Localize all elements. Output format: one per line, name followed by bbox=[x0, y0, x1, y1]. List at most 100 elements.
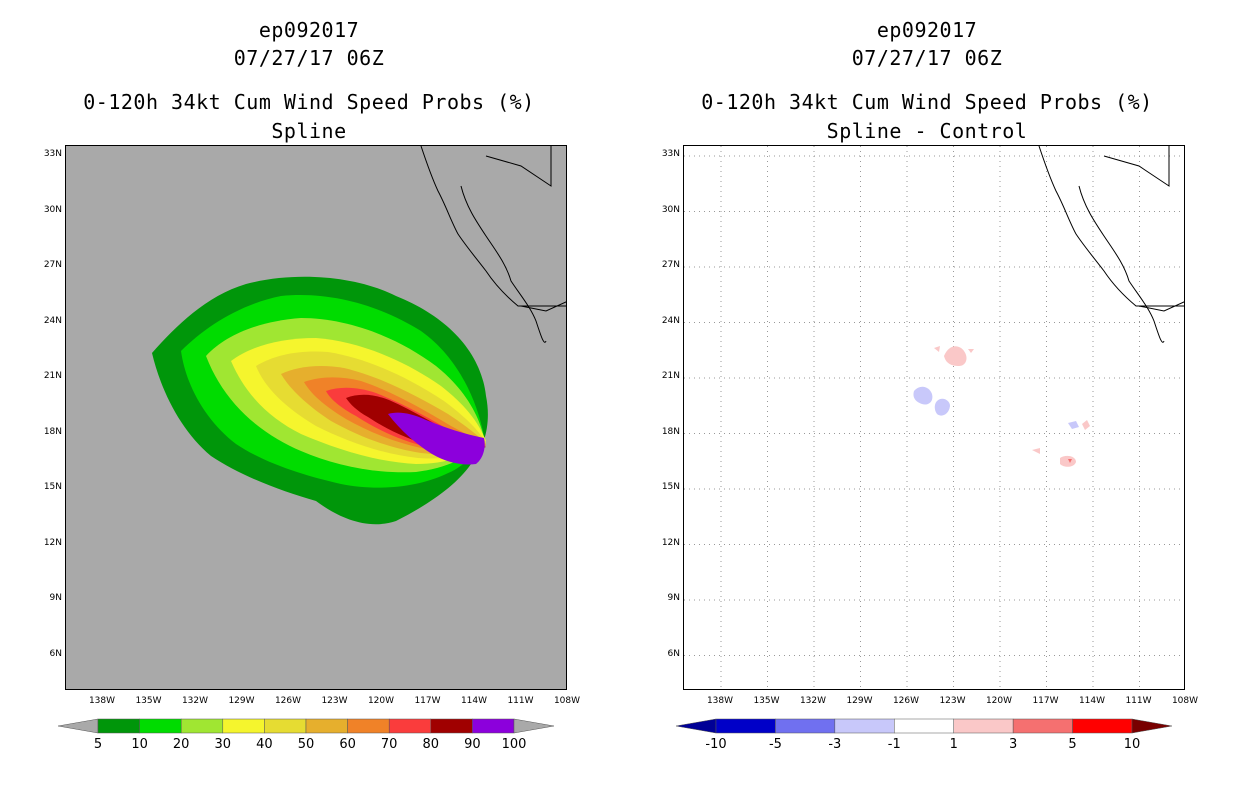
left-lat-label: 6N bbox=[49, 648, 62, 659]
right-lat-label: 21N bbox=[661, 371, 680, 381]
left-colorbar-swatch bbox=[139, 718, 182, 734]
right-lon-label: 135W bbox=[753, 696, 780, 706]
left-storm-id: ep092017 bbox=[258, 18, 360, 42]
left-lon-label: 108W bbox=[553, 696, 581, 706]
right-colorbar-swatch bbox=[1012, 718, 1073, 734]
left-panel: ep092017 07/27/17 06Z 0-120h 34kt Cum Wi… bbox=[43, 18, 581, 752]
left-colorbar-label: 100 bbox=[501, 737, 527, 752]
left-product-title: 0-120h 34kt Cum Wind Speed Probs (%) bbox=[83, 90, 535, 114]
left-colorbar-swatch bbox=[430, 718, 473, 734]
right-colorbar-swatch bbox=[775, 718, 836, 734]
left-colorbar-swatch bbox=[264, 718, 307, 734]
left-colorbar-swatch bbox=[388, 718, 432, 734]
right-colorbar-label: -5 bbox=[768, 737, 782, 752]
right-colorbar-label: 5 bbox=[1068, 737, 1077, 752]
left-lon-label: 123W bbox=[321, 696, 348, 706]
diff-negative-blob bbox=[934, 398, 950, 416]
right-colorbar-swatch bbox=[715, 718, 776, 734]
right-colorbar-swatch bbox=[953, 718, 1014, 734]
left-map bbox=[65, 145, 567, 690]
right-lat-label: 27N bbox=[661, 260, 680, 270]
left-lat-label: 27N bbox=[43, 260, 62, 270]
right-colorbar-label: 3 bbox=[1009, 737, 1018, 752]
right-lat-label: 18N bbox=[661, 426, 680, 437]
left-lon-label: 111W bbox=[507, 696, 534, 706]
left-colorbar-swatch bbox=[180, 718, 224, 734]
right-lon-label: 108W bbox=[1171, 696, 1199, 706]
right-lon-label: 138W bbox=[706, 696, 734, 706]
left-lat-label: 24N bbox=[43, 315, 62, 326]
right-colorbar-swatch bbox=[1072, 718, 1133, 734]
right-colorbar-label: -3 bbox=[828, 737, 842, 752]
left-lon-label: 117W bbox=[414, 696, 441, 706]
right-colorbar-swatch bbox=[894, 718, 954, 734]
left-map-svg bbox=[66, 146, 566, 689]
right-lat-label: 30N bbox=[661, 204, 680, 215]
left-colorbar bbox=[58, 718, 554, 734]
right-lat-label: 15N bbox=[661, 482, 680, 492]
left-colorbar-label: 90 bbox=[464, 737, 481, 752]
left-lon-label: 120W bbox=[367, 696, 395, 706]
left-colorbar-swatch bbox=[305, 718, 348, 734]
right-storm-id: ep092017 bbox=[876, 18, 978, 42]
left-lat-label: 21N bbox=[43, 371, 62, 381]
left-colorbar-label: 40 bbox=[256, 737, 273, 752]
left-colorbar-label: 5 bbox=[93, 737, 103, 752]
diff-negative-blob bbox=[1068, 421, 1079, 429]
left-colorbar-over-triangle bbox=[513, 718, 554, 734]
right-lon-label: 126W bbox=[892, 696, 920, 706]
right-datetime: 07/27/17 06Z bbox=[851, 46, 1003, 70]
right-product-title: 0-120h 34kt Cum Wind Speed Probs (%) bbox=[701, 90, 1153, 114]
left-lat-label: 18N bbox=[43, 426, 62, 437]
right-lon-label: 111W bbox=[1125, 696, 1152, 706]
left-lat-label: 15N bbox=[43, 482, 62, 492]
right-lon-label: 120W bbox=[985, 696, 1013, 706]
left-colorbar-label: 20 bbox=[172, 737, 190, 752]
left-lat-label: 12N bbox=[43, 537, 62, 548]
diff-positive-blob bbox=[934, 346, 940, 352]
left-lon-label: 126W bbox=[274, 696, 302, 706]
right-lon-label: 114W bbox=[1078, 696, 1106, 706]
left-lat-label: 9N bbox=[49, 593, 62, 603]
diff-positive-blob bbox=[1060, 455, 1076, 467]
left-lon-label: 138W bbox=[88, 696, 116, 706]
right-colorbar-swatch bbox=[834, 718, 895, 734]
right-panel: ep092017 07/27/17 06Z 0-120h 34kt Cum Wi… bbox=[618, 0, 1236, 800]
left-lon-label: 135W bbox=[135, 696, 162, 706]
left-lat-label: 30N bbox=[43, 204, 62, 215]
right-gridlines bbox=[684, 146, 1184, 689]
left-colorbar-swatch bbox=[222, 718, 265, 734]
diff-positive-blob bbox=[968, 349, 974, 353]
right-map bbox=[683, 145, 1185, 690]
left-colorbar-swatch bbox=[472, 718, 515, 734]
diff-negative-blob bbox=[1068, 459, 1072, 463]
left-subtitle: Spline bbox=[271, 119, 347, 143]
right-colorbar-under-triangle bbox=[676, 718, 717, 734]
left-colorbar-under-triangle bbox=[58, 718, 99, 734]
left-colorbar-swatch bbox=[347, 718, 390, 734]
right-lat-label: 6N bbox=[667, 648, 680, 659]
right-colorbar-label: 1 bbox=[949, 737, 958, 752]
right-map-svg bbox=[684, 146, 1184, 689]
left-colorbar-label: 60 bbox=[339, 737, 356, 752]
left-lon-label: 114W bbox=[460, 696, 488, 706]
diff-positive-blob bbox=[1032, 448, 1040, 454]
left-lon-label: 129W bbox=[228, 696, 255, 706]
right-colorbar-label: 10 bbox=[1123, 737, 1141, 752]
diff-positive-blob bbox=[1082, 420, 1090, 430]
coastline bbox=[420, 146, 566, 343]
left-lat-label: 33N bbox=[43, 149, 62, 159]
left-colorbar-label: 70 bbox=[380, 737, 398, 752]
left-colorbar-label: 10 bbox=[131, 737, 148, 752]
right-lon-label: 129W bbox=[846, 696, 873, 706]
right-lon-label: 117W bbox=[1032, 696, 1059, 706]
right-lat-label: 9N bbox=[667, 593, 680, 603]
left-colorbar-label: 80 bbox=[422, 737, 440, 752]
right-lat-label: 24N bbox=[661, 315, 680, 326]
right-lat-label: 33N bbox=[661, 149, 680, 159]
right-colorbar bbox=[676, 718, 1172, 734]
right-colorbar-over-triangle bbox=[1131, 718, 1172, 734]
left-lon-label: 132W bbox=[181, 696, 209, 706]
prob-region-90 bbox=[388, 412, 485, 465]
left-colorbar-label: 30 bbox=[214, 737, 232, 752]
